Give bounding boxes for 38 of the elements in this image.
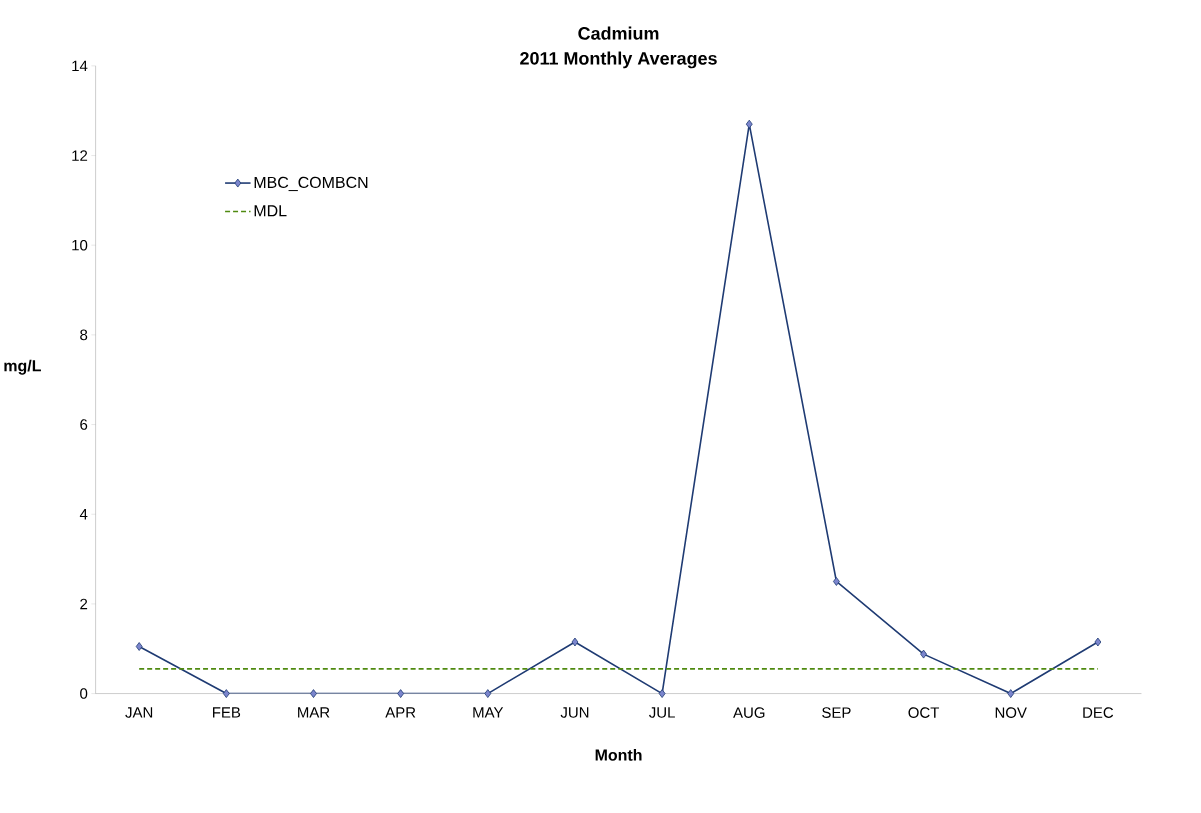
y-tick-label: 2 (80, 598, 88, 609)
point (484, 689, 492, 698)
y-tick-label: 12 (72, 150, 88, 161)
y-tick-label: 8 (80, 329, 88, 341)
x-tick-label: MAY (473, 707, 504, 718)
point (397, 689, 405, 698)
point (920, 649, 927, 659)
y-axis-title: mg/L (4, 359, 41, 375)
point (1094, 637, 1102, 647)
x-tick-label: APR (385, 707, 416, 718)
point (571, 637, 579, 647)
y-tick-label: 0 (80, 688, 88, 699)
x-tick-label: NOV (995, 707, 1027, 718)
point (745, 119, 753, 129)
y-tick-label: 10 (72, 239, 88, 251)
legend-label: MDL (254, 205, 287, 217)
point (135, 641, 143, 651)
y-tick-label: 14 (72, 60, 88, 71)
x-tick-label: OCT (908, 707, 940, 718)
point (658, 689, 666, 698)
x-axis-title: Month (595, 748, 642, 761)
chart-subtitle: 2011 Monthly Averages (520, 51, 717, 69)
x-tick-label: JAN (125, 707, 153, 718)
x-tick-label: FEB (213, 707, 241, 718)
point (310, 689, 317, 698)
point (222, 689, 230, 698)
y-tick-label: 6 (80, 419, 88, 430)
y-tick-label: 4 (79, 508, 88, 520)
x-tick-label: SEP (822, 707, 851, 718)
x-tick-label: AUG (733, 707, 765, 718)
legend-label: MBC_COMBCN (254, 176, 368, 191)
x-tick-label: DEC (1083, 707, 1114, 718)
x-tick-label: MAR (298, 707, 330, 718)
x-tick-label: JUL (649, 707, 675, 718)
point (1007, 689, 1015, 698)
x-tick-label: JUN (560, 707, 589, 718)
point (833, 576, 840, 586)
chart-title: Cadmium (578, 26, 659, 40)
